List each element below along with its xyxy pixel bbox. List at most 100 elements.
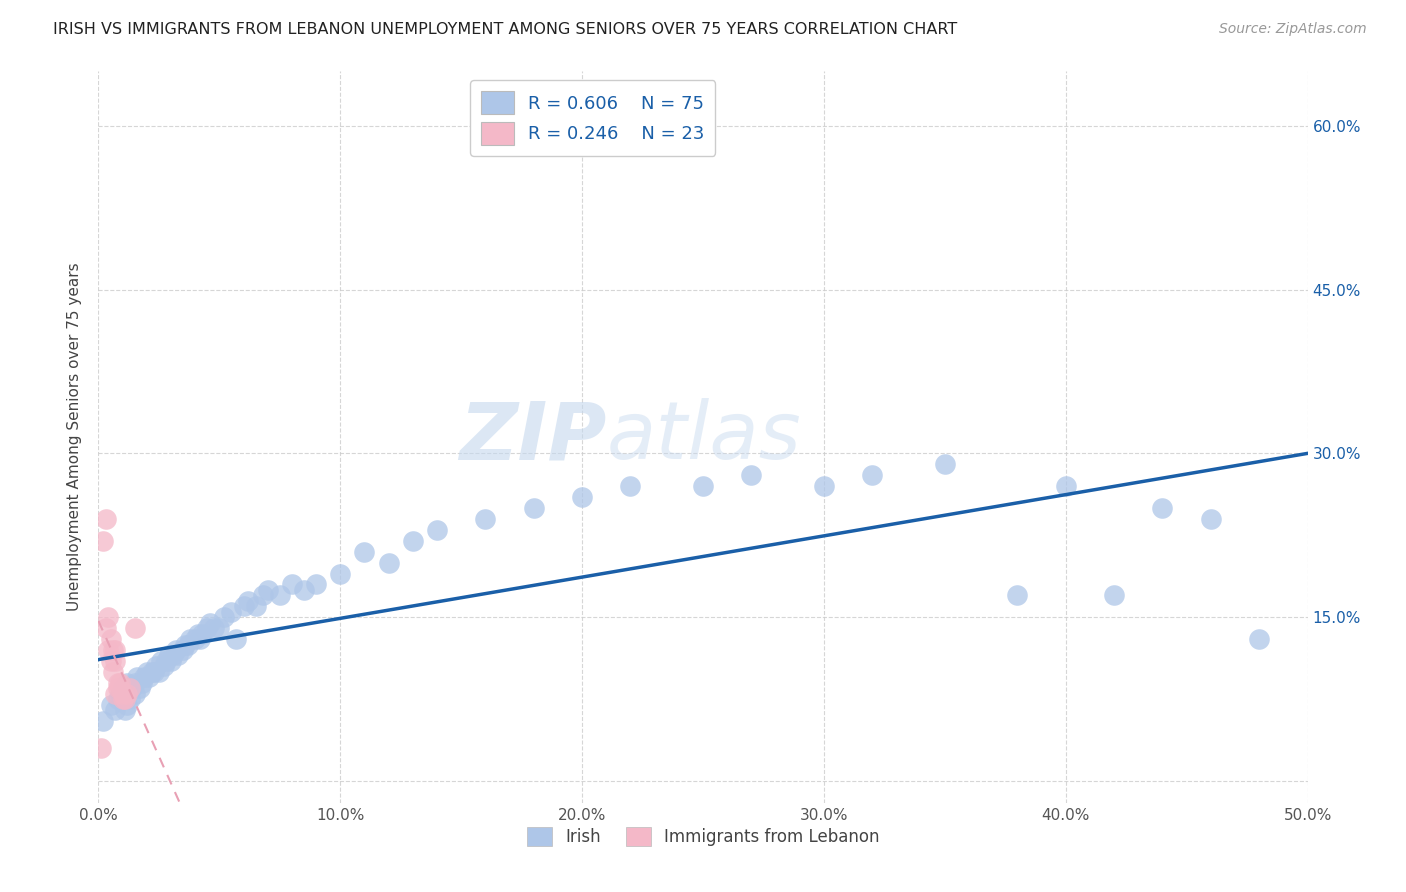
Point	[134, 670, 156, 684]
Point	[145, 659, 167, 673]
Point	[97, 610, 120, 624]
Point	[91, 533, 114, 548]
Point	[238, 594, 260, 608]
Point	[1152, 501, 1174, 516]
Point	[172, 643, 194, 657]
Point	[860, 468, 883, 483]
Point	[179, 632, 201, 646]
Point	[474, 512, 496, 526]
Point	[121, 681, 143, 695]
Point	[402, 533, 425, 548]
Point	[94, 512, 117, 526]
Point	[111, 687, 134, 701]
Point	[225, 632, 247, 646]
Point	[114, 703, 136, 717]
Point	[107, 675, 129, 690]
Point	[100, 654, 122, 668]
Point	[187, 626, 209, 640]
Point	[111, 681, 134, 695]
Point	[1199, 512, 1222, 526]
Point	[150, 654, 173, 668]
Point	[91, 714, 114, 728]
Point	[124, 675, 146, 690]
Point	[353, 545, 375, 559]
Point	[90, 741, 112, 756]
Point	[256, 582, 278, 597]
Point	[108, 675, 131, 690]
Point	[117, 687, 139, 701]
Point	[160, 654, 183, 668]
Y-axis label: Unemployment Among Seniors over 75 years: Unemployment Among Seniors over 75 years	[67, 263, 83, 611]
Point	[135, 665, 157, 679]
Point	[377, 556, 399, 570]
Point	[117, 675, 139, 690]
Point	[740, 468, 762, 483]
Point	[208, 621, 231, 635]
Point	[269, 588, 291, 602]
Point	[426, 523, 449, 537]
Point	[138, 670, 160, 684]
Point	[692, 479, 714, 493]
Point	[114, 692, 136, 706]
Point	[1249, 632, 1271, 646]
Point	[1054, 479, 1077, 493]
Point	[104, 643, 127, 657]
Point	[165, 643, 187, 657]
Text: IRISH VS IMMIGRANTS FROM LEBANON UNEMPLOYMENT AMONG SENIORS OVER 75 YEARS CORREL: IRISH VS IMMIGRANTS FROM LEBANON UNEMPLO…	[53, 22, 957, 37]
Point	[221, 605, 243, 619]
Point	[111, 692, 134, 706]
Point	[107, 692, 129, 706]
Point	[305, 577, 328, 591]
Point	[177, 638, 200, 652]
Point	[101, 643, 124, 657]
Text: atlas: atlas	[606, 398, 801, 476]
Text: Source: ZipAtlas.com: Source: ZipAtlas.com	[1219, 22, 1367, 37]
Point	[184, 632, 207, 646]
Point	[131, 675, 153, 690]
Point	[107, 681, 129, 695]
Point	[104, 654, 127, 668]
Point	[100, 698, 122, 712]
Point	[252, 588, 274, 602]
Point	[143, 665, 166, 679]
Point	[101, 665, 124, 679]
Point	[104, 703, 127, 717]
Point	[329, 566, 352, 581]
Point	[157, 648, 180, 663]
Point	[104, 687, 127, 701]
Point	[188, 632, 211, 646]
Point	[198, 615, 221, 630]
Point	[97, 643, 120, 657]
Point	[118, 681, 141, 695]
Point	[212, 610, 235, 624]
Point	[148, 665, 170, 679]
Point	[124, 621, 146, 635]
Point	[162, 648, 184, 663]
Point	[124, 687, 146, 701]
Point	[118, 692, 141, 706]
Point	[232, 599, 254, 614]
Point	[174, 638, 197, 652]
Text: ZIP: ZIP	[458, 398, 606, 476]
Point	[108, 687, 131, 701]
Point	[571, 490, 593, 504]
Point	[141, 665, 163, 679]
Point	[245, 599, 267, 614]
Point	[167, 648, 190, 663]
Point	[813, 479, 835, 493]
Legend: Irish, Immigrants from Lebanon: Irish, Immigrants from Lebanon	[520, 821, 886, 853]
Point	[523, 501, 546, 516]
Point	[195, 621, 218, 635]
Point	[619, 479, 641, 493]
Point	[1102, 588, 1125, 602]
Point	[127, 670, 149, 684]
Point	[117, 698, 139, 712]
Point	[191, 626, 214, 640]
Point	[204, 621, 226, 635]
Point	[155, 654, 177, 668]
Point	[1007, 588, 1029, 602]
Point	[108, 681, 131, 695]
Point	[128, 681, 150, 695]
Point	[292, 582, 315, 597]
Point	[281, 577, 304, 591]
